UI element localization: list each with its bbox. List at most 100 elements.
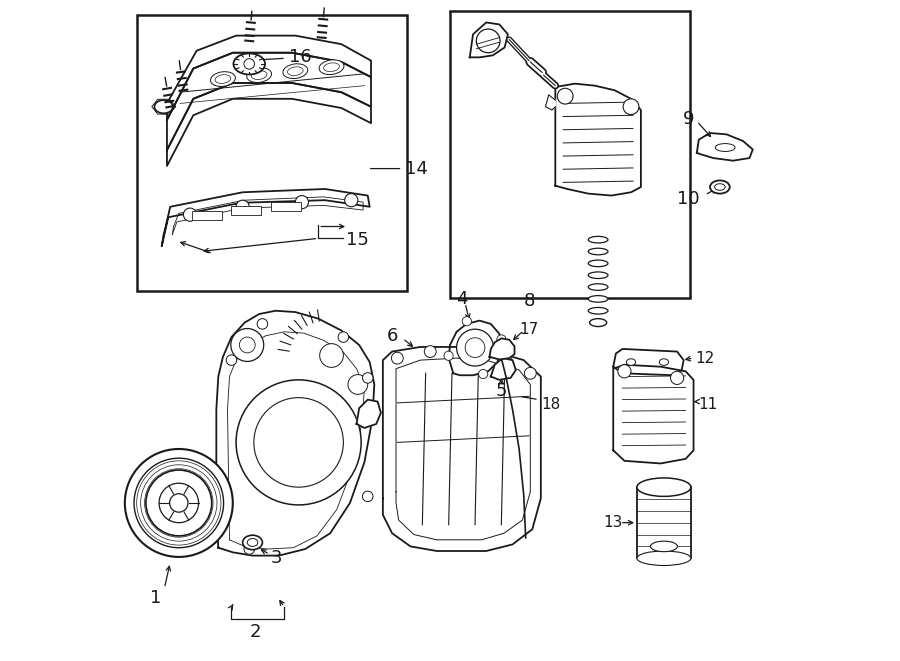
Bar — [271, 202, 301, 212]
Text: 16: 16 — [250, 48, 311, 66]
Circle shape — [444, 351, 454, 360]
Polygon shape — [167, 36, 371, 120]
Bar — [637, 487, 691, 559]
Ellipse shape — [651, 541, 678, 552]
Circle shape — [623, 98, 639, 114]
Polygon shape — [490, 338, 515, 360]
Circle shape — [146, 470, 212, 536]
Circle shape — [465, 338, 485, 358]
Circle shape — [254, 398, 344, 487]
Text: 2: 2 — [250, 623, 262, 641]
Circle shape — [320, 344, 344, 368]
Circle shape — [464, 346, 476, 358]
Polygon shape — [167, 83, 371, 166]
Circle shape — [363, 373, 373, 383]
Ellipse shape — [155, 100, 173, 113]
Circle shape — [500, 354, 512, 366]
Ellipse shape — [637, 478, 691, 496]
Text: 18: 18 — [541, 397, 560, 412]
Text: 15: 15 — [346, 231, 369, 249]
Circle shape — [424, 346, 436, 358]
Ellipse shape — [589, 284, 608, 290]
Circle shape — [169, 494, 188, 512]
Bar — [192, 211, 221, 220]
Circle shape — [184, 208, 196, 221]
Circle shape — [338, 332, 348, 342]
Text: 10: 10 — [677, 190, 699, 208]
Ellipse shape — [589, 307, 608, 314]
Text: 11: 11 — [698, 397, 718, 412]
Text: 17: 17 — [519, 322, 538, 336]
Circle shape — [456, 329, 493, 366]
Ellipse shape — [283, 63, 308, 79]
Text: 7: 7 — [338, 412, 349, 430]
Circle shape — [670, 371, 684, 385]
Polygon shape — [449, 321, 501, 375]
Circle shape — [125, 449, 233, 557]
Circle shape — [617, 365, 631, 378]
Ellipse shape — [243, 535, 263, 550]
Circle shape — [463, 317, 472, 326]
Ellipse shape — [215, 75, 230, 83]
Circle shape — [226, 355, 237, 366]
Circle shape — [236, 380, 361, 505]
Ellipse shape — [320, 60, 344, 75]
Circle shape — [257, 319, 267, 329]
Bar — [231, 206, 261, 215]
Bar — [450, 11, 690, 297]
Ellipse shape — [589, 237, 608, 243]
Polygon shape — [613, 349, 684, 375]
Ellipse shape — [287, 67, 303, 75]
Bar — [138, 15, 407, 291]
Circle shape — [244, 544, 255, 555]
Polygon shape — [545, 95, 555, 110]
Ellipse shape — [715, 184, 725, 190]
Circle shape — [557, 89, 573, 104]
Circle shape — [392, 352, 403, 364]
Circle shape — [348, 375, 368, 395]
Polygon shape — [470, 22, 508, 58]
Ellipse shape — [589, 249, 608, 254]
Text: 8: 8 — [523, 292, 535, 310]
Circle shape — [295, 196, 309, 209]
Text: 13: 13 — [604, 515, 623, 530]
Circle shape — [244, 59, 255, 69]
Ellipse shape — [211, 71, 235, 87]
Circle shape — [134, 458, 223, 548]
Polygon shape — [382, 347, 541, 551]
Text: 14: 14 — [371, 159, 428, 178]
Ellipse shape — [716, 143, 735, 151]
Ellipse shape — [247, 67, 272, 83]
Circle shape — [239, 337, 256, 353]
Circle shape — [230, 329, 264, 362]
Polygon shape — [491, 358, 516, 380]
Ellipse shape — [248, 539, 257, 547]
Ellipse shape — [589, 295, 608, 302]
Ellipse shape — [589, 272, 608, 278]
Polygon shape — [162, 189, 370, 247]
Polygon shape — [697, 133, 752, 161]
Ellipse shape — [637, 551, 691, 565]
Polygon shape — [555, 84, 641, 196]
Circle shape — [345, 194, 358, 207]
Circle shape — [525, 368, 536, 379]
Circle shape — [363, 491, 373, 502]
Text: 3: 3 — [271, 549, 283, 566]
Ellipse shape — [324, 63, 339, 71]
Text: 6: 6 — [386, 327, 398, 345]
Circle shape — [497, 335, 506, 344]
Circle shape — [159, 483, 199, 523]
Ellipse shape — [233, 54, 265, 75]
Polygon shape — [613, 365, 694, 463]
Polygon shape — [167, 53, 371, 150]
Text: 5: 5 — [496, 382, 507, 400]
Circle shape — [479, 369, 488, 379]
Ellipse shape — [251, 71, 267, 79]
Ellipse shape — [660, 359, 669, 366]
Polygon shape — [356, 400, 381, 428]
Ellipse shape — [590, 319, 607, 327]
Text: 1: 1 — [150, 590, 161, 607]
Text: 9: 9 — [682, 110, 694, 128]
Circle shape — [236, 200, 249, 214]
Circle shape — [476, 29, 500, 53]
